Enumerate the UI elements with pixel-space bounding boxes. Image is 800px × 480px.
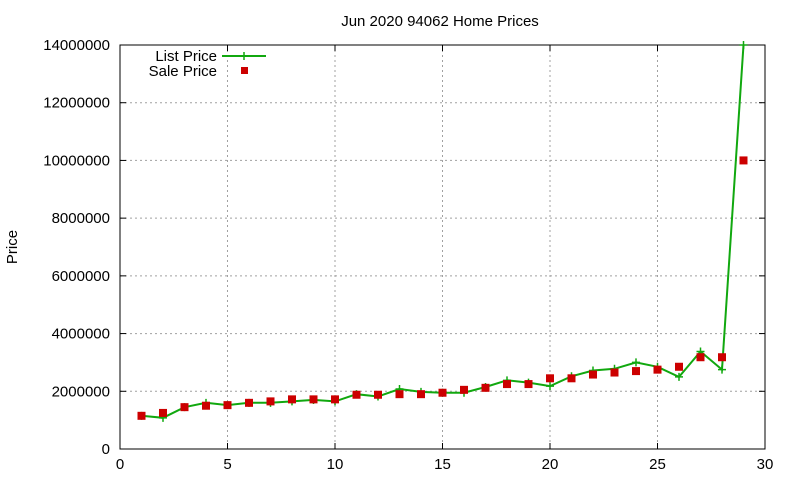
grid — [120, 45, 765, 449]
sale-price-point — [632, 367, 640, 376]
x-tick-label: 30 — [757, 456, 774, 473]
sale-price-point — [331, 395, 339, 404]
legend-marker-sale-price — [241, 67, 248, 74]
sale-price-point — [223, 401, 232, 410]
sale-price-point — [245, 398, 253, 407]
sale-price-point — [137, 411, 146, 420]
list-price-point — [632, 358, 640, 367]
x-tick-label: 20 — [542, 456, 559, 473]
x-tick-label: 10 — [327, 456, 344, 473]
sale-price-point — [202, 401, 210, 410]
sale-price-point — [696, 353, 705, 362]
x-axis: 0 5 10 15 20 25 30 — [116, 45, 774, 473]
list-price-point — [546, 382, 554, 391]
sale-price-point — [546, 374, 554, 383]
legend-marker-list-price — [240, 52, 248, 60]
list-price-point — [675, 372, 683, 381]
sale-price-point — [417, 390, 425, 399]
series-layer — [137, 41, 748, 422]
sale-price-point — [374, 390, 382, 399]
sale-price-point — [589, 370, 597, 379]
y-tick-label: 12000000 — [43, 95, 110, 112]
sale-price-point — [266, 397, 275, 406]
y-axis-label: Price — [4, 230, 21, 264]
x-tick-label: 0 — [116, 456, 124, 473]
y-tick-label: 10000000 — [43, 152, 110, 169]
y-tick-label: 2000000 — [52, 383, 110, 400]
sale-price-point — [524, 380, 533, 389]
sale-price-point — [718, 353, 726, 362]
y-tick-label: 4000000 — [52, 326, 110, 343]
legend: List Price Sale Price — [149, 48, 266, 80]
sale-price-point — [653, 365, 662, 374]
chart-title: Jun 2020 94062 Home Prices — [341, 13, 539, 30]
sale-price-point — [309, 395, 318, 404]
sale-price-point — [675, 362, 683, 371]
legend-label-sale-price: Sale Price — [149, 63, 217, 80]
sale-price-point — [481, 383, 490, 392]
sale-price-point — [567, 374, 576, 383]
sale-price-point — [503, 380, 511, 389]
sale-price-point — [438, 388, 447, 397]
sale-price-point — [288, 395, 296, 404]
x-tick-label: 25 — [649, 456, 666, 473]
x-tick-label: 15 — [434, 456, 451, 473]
sale-price-point — [395, 390, 404, 399]
list-price-point — [739, 41, 748, 49]
list-price-point — [718, 365, 726, 374]
y-tick-label: 0 — [102, 441, 110, 458]
sale-price-point — [180, 403, 189, 412]
y-axis: 0 2000000 4000000 6000000 8000000 10000000 120… — [43, 37, 765, 458]
y-tick-label: 14000000 — [43, 37, 110, 54]
sale-price-point — [460, 385, 468, 394]
y-tick-label: 8000000 — [52, 210, 110, 227]
sale-price-point — [352, 390, 361, 399]
x-tick-label: 5 — [223, 456, 231, 473]
sale-price-point — [739, 156, 748, 165]
sale-price-point — [159, 408, 167, 417]
legend-label-list-price: List Price — [155, 48, 217, 65]
y-tick-label: 6000000 — [52, 268, 110, 285]
sale-price-point — [610, 368, 619, 377]
